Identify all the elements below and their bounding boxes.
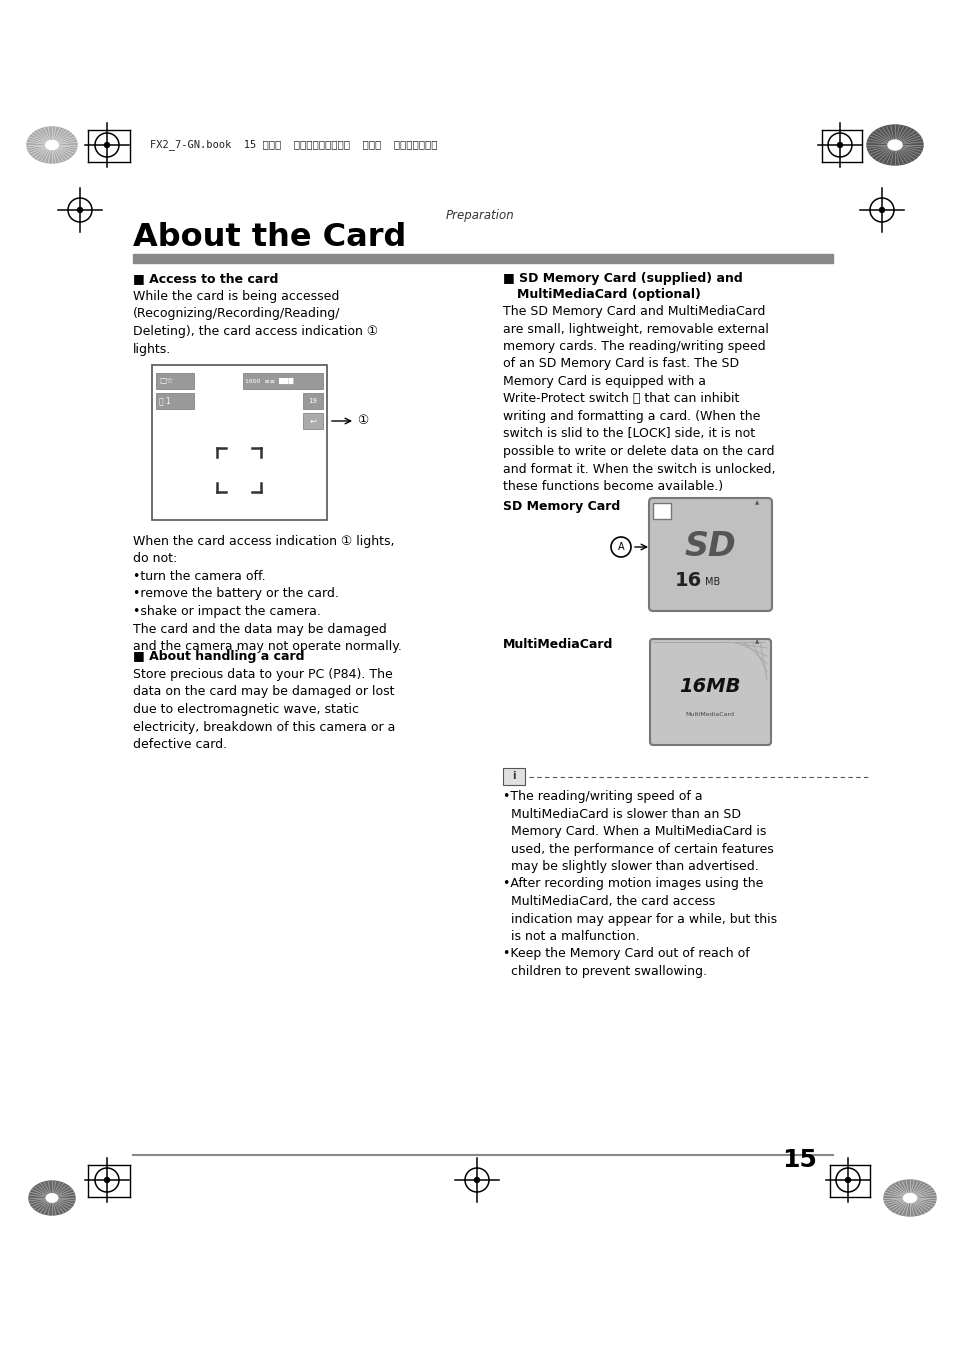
Text: When the card access indication ① lights,
do not:
•turn the camera off.
•remove : When the card access indication ① lights…	[132, 535, 401, 652]
Text: While the card is being accessed
(Recognizing/Recording/Reading/
Deleting), the : While the card is being accessed (Recogn…	[132, 290, 377, 356]
Ellipse shape	[27, 127, 77, 163]
Text: ■ SD Memory Card (supplied) and: ■ SD Memory Card (supplied) and	[502, 272, 742, 284]
Text: •The reading/writing speed of a
  MultiMediaCard is slower than an SD
  Memory C: •The reading/writing speed of a MultiMed…	[502, 790, 777, 979]
Text: MultiMediaCard: MultiMediaCard	[685, 712, 734, 717]
Ellipse shape	[866, 125, 923, 164]
Text: ▲: ▲	[754, 500, 759, 506]
Bar	[156, 394, 193, 408]
Circle shape	[844, 1178, 850, 1182]
Bar	[156, 373, 193, 390]
Text: Store precious data to your PC (P84). The
data on the card may be damaged or los: Store precious data to your PC (P84). Th…	[132, 669, 395, 751]
Circle shape	[77, 208, 82, 213]
Ellipse shape	[887, 140, 901, 150]
Text: MultiMediaCard (optional): MultiMediaCard (optional)	[517, 288, 700, 301]
Text: SD Memory Card: SD Memory Card	[502, 500, 619, 514]
Text: MultiMediaCard: MultiMediaCard	[502, 638, 613, 651]
Text: 1600  ≡≡  ███: 1600 ≡≡ ███	[245, 377, 293, 384]
Ellipse shape	[46, 1194, 58, 1202]
FancyBboxPatch shape	[649, 639, 770, 745]
Text: ↩: ↩	[309, 417, 316, 426]
Ellipse shape	[46, 140, 58, 150]
Polygon shape	[652, 503, 670, 519]
Text: □☆: □☆	[159, 376, 172, 386]
Ellipse shape	[29, 1181, 75, 1215]
Text: Preparation: Preparation	[445, 209, 514, 221]
Circle shape	[837, 143, 841, 147]
Text: A: A	[617, 542, 623, 551]
Text: ■ About handling a card: ■ About handling a card	[132, 650, 304, 663]
Text: ⛹ 1: ⛹ 1	[159, 396, 171, 406]
Text: FX2_7-GN.book  15 ページ  ２００４年８月２日  月曜日  午後３時４０分: FX2_7-GN.book 15 ページ ２００４年８月２日 月曜日 午後３時４…	[150, 140, 437, 151]
Bar	[152, 365, 327, 520]
Circle shape	[879, 208, 883, 213]
Ellipse shape	[883, 1180, 935, 1216]
Text: 16MB: 16MB	[679, 678, 740, 697]
Circle shape	[474, 1178, 479, 1182]
Text: ①: ①	[356, 414, 368, 427]
Bar	[303, 412, 323, 429]
Text: 16: 16	[674, 570, 701, 589]
Bar	[502, 768, 524, 785]
Text: 19: 19	[308, 398, 317, 404]
Text: MB: MB	[704, 577, 720, 586]
Text: ■ Access to the card: ■ Access to the card	[132, 272, 278, 284]
Text: SD: SD	[683, 531, 735, 563]
Bar	[243, 373, 323, 390]
Text: About the Card: About the Card	[132, 222, 406, 253]
Circle shape	[105, 1178, 110, 1182]
Ellipse shape	[902, 1193, 916, 1202]
Bar	[132, 253, 832, 263]
Text: 15: 15	[781, 1148, 817, 1171]
Text: The SD Memory Card and MultiMediaCard
are small, lightweight, removable external: The SD Memory Card and MultiMediaCard ar…	[502, 305, 775, 493]
Text: i: i	[512, 771, 516, 780]
Text: ▲: ▲	[754, 639, 759, 644]
Circle shape	[105, 143, 110, 147]
Bar	[303, 394, 323, 408]
FancyBboxPatch shape	[648, 497, 771, 611]
